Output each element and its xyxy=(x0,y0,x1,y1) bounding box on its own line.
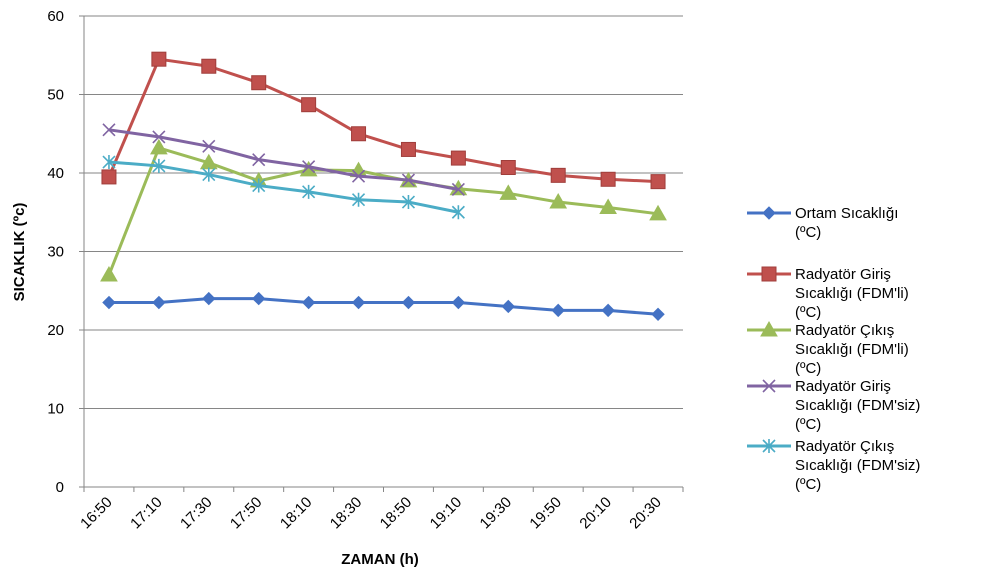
legend-swatch-marker xyxy=(762,379,776,393)
legend: Ortam Sıcaklığı (ºC) Radyatör Giriş Sıcaklı… xyxy=(747,205,920,493)
data-point xyxy=(500,160,516,176)
legend-label: Radyatör Çıkış Sıcaklığı (FDM'li) (ºC) xyxy=(795,322,909,377)
legend-item-4: Radyatör Giriş Sıcaklığı (FDM'siz) (ºC) xyxy=(747,378,920,433)
data-point xyxy=(251,75,267,91)
data-point xyxy=(401,195,416,210)
data-point xyxy=(100,266,118,282)
data-point xyxy=(400,141,416,157)
data-point xyxy=(201,58,217,74)
series-line xyxy=(108,128,459,191)
data-point xyxy=(302,184,316,199)
data-point xyxy=(649,204,667,221)
legend-item-2: Radyatör Giriş Sıcaklığı (FDM'li) (ºC) xyxy=(747,266,909,321)
series-1 xyxy=(102,291,665,322)
data-point xyxy=(301,295,316,310)
legend-label: Radyatör Giriş Sıcaklığı (FDM'li) (ºC) xyxy=(795,266,909,321)
data-point xyxy=(601,303,615,318)
legend-swatch-marker xyxy=(760,320,778,337)
data-point xyxy=(102,155,116,170)
y-axis-title: SICAKLIK (ºc) xyxy=(11,203,28,302)
legend-item-1: Ortam Sıcaklığı (ºC) xyxy=(747,205,898,241)
data-point xyxy=(351,192,366,207)
data-point xyxy=(499,184,518,200)
x-tick-label: 18:30 xyxy=(327,494,366,533)
x-tick-label: 19:50 xyxy=(526,494,565,533)
y-tick-label: 50 xyxy=(47,87,64,104)
series-line xyxy=(107,57,659,184)
data-point xyxy=(351,126,367,142)
y-tick-label: 40 xyxy=(47,165,64,182)
x-axis-title: ZAMAN (h) xyxy=(341,551,418,568)
data-point xyxy=(102,295,116,310)
x-tick-label: 17:50 xyxy=(227,494,266,533)
data-point xyxy=(351,169,366,183)
x-tick-label: 19:10 xyxy=(427,494,466,533)
x-tick-label: 17:10 xyxy=(127,494,166,533)
x-tick-label: 17:30 xyxy=(177,494,216,533)
data-point xyxy=(252,178,266,193)
data-point xyxy=(302,160,316,174)
data-point xyxy=(151,51,167,67)
data-point xyxy=(501,299,515,314)
data-point xyxy=(599,198,617,215)
data-point xyxy=(202,291,216,306)
series-2 xyxy=(101,51,666,190)
data-point xyxy=(651,307,665,322)
x-tick-label: 19:30 xyxy=(477,494,516,533)
data-point xyxy=(252,153,266,167)
x-tick-label: 20:10 xyxy=(576,494,615,533)
series-3 xyxy=(100,138,667,282)
x-tick-label: 16:50 xyxy=(77,494,116,533)
data-point xyxy=(650,174,666,190)
y-tick-label: 0 xyxy=(56,479,64,496)
series-line xyxy=(108,160,459,214)
legend-label: Ortam Sıcaklığı (ºC) xyxy=(795,205,898,241)
data-point xyxy=(252,291,266,306)
series-layer xyxy=(100,51,667,322)
data-point xyxy=(301,97,317,113)
x-tick-label: 20:30 xyxy=(626,494,665,533)
gridlines xyxy=(84,15,683,409)
y-tick-label: 30 xyxy=(47,244,64,261)
legend-item-5: Radyatör Çıkış Sıcaklığı (FDM'siz) (ºC) xyxy=(747,438,920,493)
data-point xyxy=(101,169,117,185)
data-point xyxy=(451,182,465,197)
data-point xyxy=(102,123,116,137)
data-point xyxy=(401,173,416,187)
y-tick-labels: 0 10 20 30 40 50 60 xyxy=(47,8,64,496)
legend-label: Radyatör Çıkış Sıcaklığı (FDM'siz) (ºC) xyxy=(795,438,920,493)
legend-swatch-marker xyxy=(761,266,777,282)
series-line xyxy=(107,146,659,276)
axes xyxy=(79,15,684,492)
series-4 xyxy=(102,123,465,197)
data-point xyxy=(202,167,216,182)
data-point xyxy=(451,295,466,310)
data-point xyxy=(549,193,568,209)
series-line xyxy=(108,297,659,316)
legend-swatch-marker xyxy=(762,439,776,453)
data-point xyxy=(451,205,465,220)
data-point xyxy=(202,139,216,153)
data-point xyxy=(150,138,168,155)
legend-label: Radyatör Giriş Sıcaklığı (FDM'siz) (ºC) xyxy=(795,378,920,433)
x-tick-labels: 16:50 17:10 17:30 17:50 18:10 18:30 18:50 19:10… xyxy=(77,494,665,533)
data-point xyxy=(450,150,466,166)
x-tick-label: 18:10 xyxy=(277,494,316,533)
legend-item-3: Radyatör Çıkış Sıcaklığı (FDM'li) (ºC) xyxy=(747,320,909,377)
data-point xyxy=(600,171,616,187)
data-point xyxy=(401,295,416,310)
x-tick-label: 18:50 xyxy=(377,494,416,533)
series-5 xyxy=(102,155,465,220)
data-point xyxy=(152,158,166,173)
y-tick-label: 20 xyxy=(47,322,64,339)
data-point xyxy=(550,167,566,183)
legend-swatch-marker xyxy=(762,206,776,220)
data-point xyxy=(152,295,166,310)
data-point xyxy=(551,303,565,318)
data-point xyxy=(351,295,366,310)
y-tick-label: 60 xyxy=(47,8,64,25)
data-point xyxy=(152,130,166,144)
y-tick-label: 10 xyxy=(47,401,64,418)
